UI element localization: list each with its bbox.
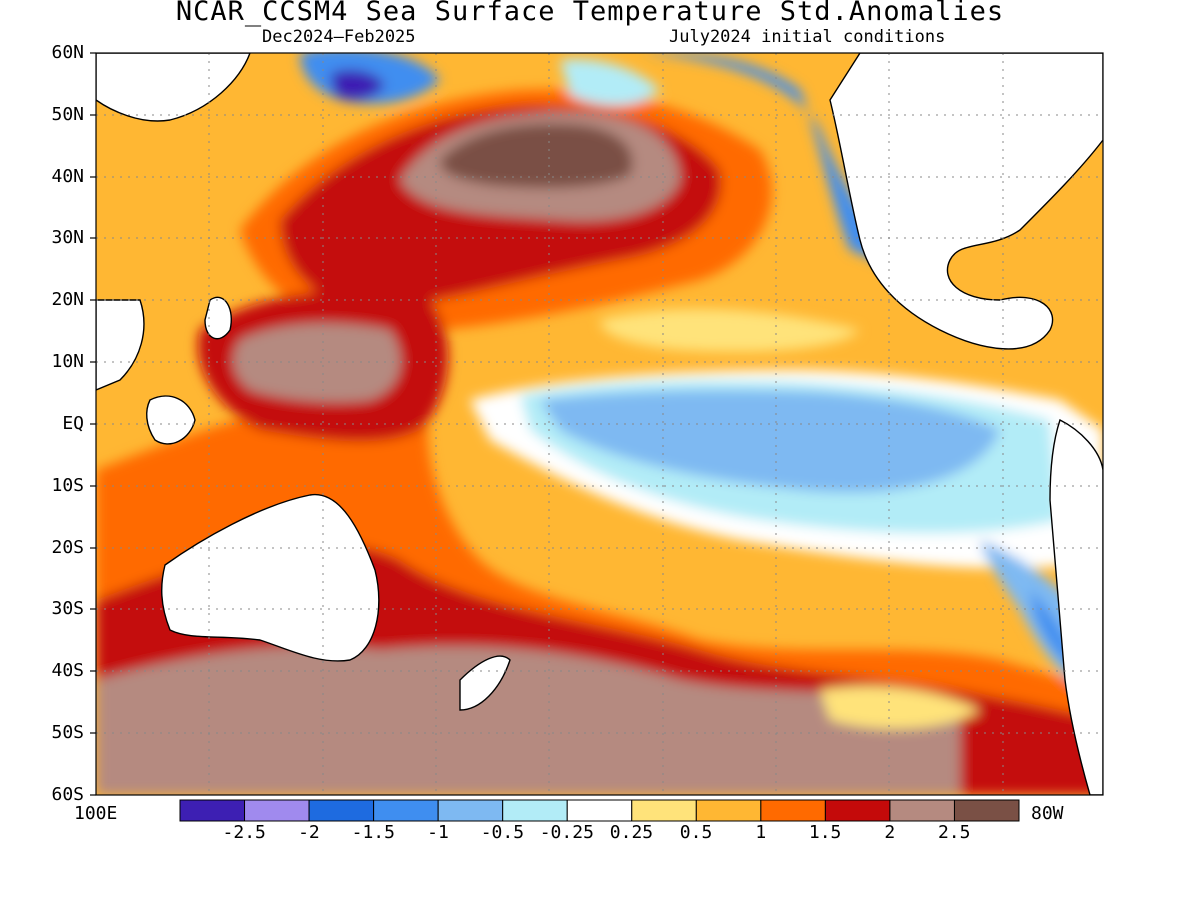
colorbar-tick-label: 1.5 [808, 822, 842, 843]
colorbar-swatch [824, 799, 891, 822]
colorbar-tick-label: -1 [427, 822, 449, 843]
colorbar-swatch [502, 799, 568, 822]
map-title: NCAR_CCSM4 Sea Surface Temperature Std.A… [175, 0, 1005, 27]
colorbar-tick-label: 2.5 [937, 822, 971, 843]
lat-label: 10S [51, 475, 84, 496]
colorbar-tick-label: 0.5 [679, 822, 713, 843]
colorbar-tick-label: 2 [884, 822, 896, 843]
colorbar-swatch [889, 799, 955, 822]
colorbar-tick-label: -2 [298, 822, 320, 843]
colorbar [179, 799, 1020, 822]
lat-label: 50N [51, 104, 84, 125]
colorbar-tick-label: 0.25 [609, 822, 654, 843]
lat-label: 60N [51, 42, 84, 63]
colorbar-swatch [373, 799, 439, 822]
colorbar-swatch [695, 799, 762, 822]
lat-label: EQ [62, 413, 84, 434]
colorbar-tick-label: -1.5 [351, 822, 395, 843]
forecast-period-subtitle: Dec2024–Feb2025 [262, 27, 416, 47]
initial-conditions-subtitle: July2024 initial conditions [669, 27, 946, 47]
colorbar-swatch [566, 799, 633, 822]
colorbar-swatch [760, 799, 826, 822]
lat-label: 50S [51, 722, 84, 743]
colorbar-swatch [631, 799, 697, 822]
lon-label-left: 100E [74, 803, 118, 824]
colorbar-tick-label: -0.5 [480, 822, 525, 843]
lat-tick-marks [90, 52, 96, 796]
colorbar-tick-label: 1 [755, 822, 767, 843]
lat-label: 10N [51, 351, 84, 372]
land-outline [96, 53, 1103, 795]
lat-label: 30S [51, 598, 84, 619]
colorbar-swatch [179, 799, 246, 822]
colorbar-swatch [437, 799, 504, 822]
lat-label: 20N [51, 289, 84, 310]
lat-label: 40N [51, 166, 84, 187]
lat-label: 60S [51, 784, 84, 805]
anomaly-field [96, 53, 1103, 795]
lat-label: 40S [51, 660, 84, 681]
lat-label: 20S [51, 537, 84, 558]
lat-label: 30N [51, 227, 84, 248]
lon-label-right: 80W [1031, 803, 1064, 824]
colorbar-swatch [308, 799, 375, 822]
colorbar-tick-label: -2.5 [222, 822, 266, 843]
colorbar-tick-label: -0.25 [539, 822, 594, 843]
colorbar-swatch [953, 799, 1020, 822]
colorbar-swatch [244, 799, 310, 822]
